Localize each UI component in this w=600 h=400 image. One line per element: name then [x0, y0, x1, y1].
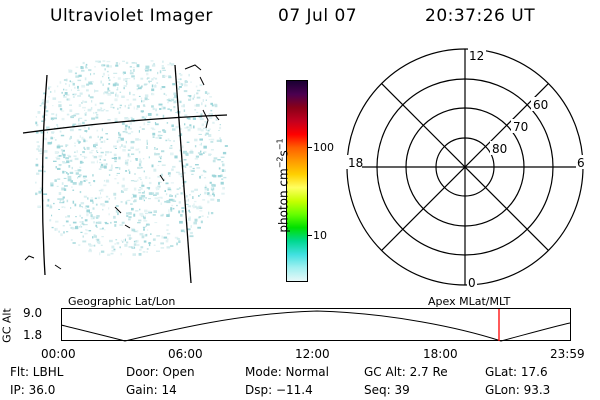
app-title: Ultraviolet Imager — [50, 6, 213, 26]
orbit-xtick-2: 12:00 — [295, 347, 330, 361]
lat-label-80: 80 — [492, 142, 507, 156]
status-seq: Seq: 39 — [364, 383, 410, 397]
colorbar-tick-100: 100 — [313, 141, 334, 154]
lat-label-60: 60 — [533, 98, 548, 112]
status-gain: Gain: 14 — [126, 383, 177, 397]
orbit-axis-label-wrap: GC Alt — [0, 303, 14, 349]
orbit-ytick-low: 1.8 — [23, 328, 43, 342]
orbit-panel — [61, 308, 571, 342]
time-label: 20:37:26 UT — [425, 6, 536, 26]
orbit-xtick-1: 06:00 — [168, 347, 203, 361]
mlt-label-6: 6 — [577, 156, 585, 170]
colorbar-label: photon cm−2s−1 — [275, 138, 291, 233]
geographic-title: Geographic Lat/Lon — [68, 295, 176, 308]
status-flt: Flt: LBHL — [10, 365, 64, 379]
orbit-xtick-0: 00:00 — [41, 347, 76, 361]
coastline-fragments — [24, 64, 220, 270]
status-mode: Mode: Normal — [245, 365, 329, 379]
orbit-xtick-3: 18:00 — [423, 347, 458, 361]
colorbar-tick-10: 10 — [313, 229, 327, 242]
mlt-label-18: 18 — [348, 156, 363, 170]
polar-plot: 12 18 6 0 60 70 80 — [346, 48, 586, 290]
orbit-ytick-high: 9.0 — [23, 306, 43, 320]
geographic-image — [22, 60, 228, 284]
apex-title: Apex MLat/MLT — [428, 295, 511, 308]
status-ip: IP: 36.0 — [10, 383, 56, 397]
mlt-label-12: 12 — [469, 49, 484, 63]
longitude-line-left — [41, 74, 48, 276]
mlt-label-0: 0 — [468, 276, 476, 290]
altitude-curve — [61, 310, 571, 342]
uv-emission-speckles — [35, 60, 228, 256]
status-glon: GLon: 93.3 — [485, 383, 551, 397]
orbit-axis-label: GC Alt — [0, 308, 14, 343]
date-label: 07 Jul 07 — [278, 6, 358, 26]
latitude-line — [22, 114, 228, 134]
longitude-line-right — [174, 64, 192, 284]
colorbar-tick-mark — [308, 235, 312, 236]
colorbar-tick-mark — [308, 147, 312, 148]
status-dsp: Dsp: −11.4 — [245, 383, 313, 397]
status-gc-alt: GC Alt: 2.7 Re — [364, 365, 448, 379]
colorbar — [286, 80, 308, 282]
lat-label-70: 70 — [513, 120, 528, 134]
status-glat: GLat: 17.6 — [485, 365, 548, 379]
orbit-xtick-4: 23:59 — [550, 347, 585, 361]
meridian-diagonal-2 — [381, 83, 549, 251]
status-door: Door: Open — [126, 365, 195, 379]
